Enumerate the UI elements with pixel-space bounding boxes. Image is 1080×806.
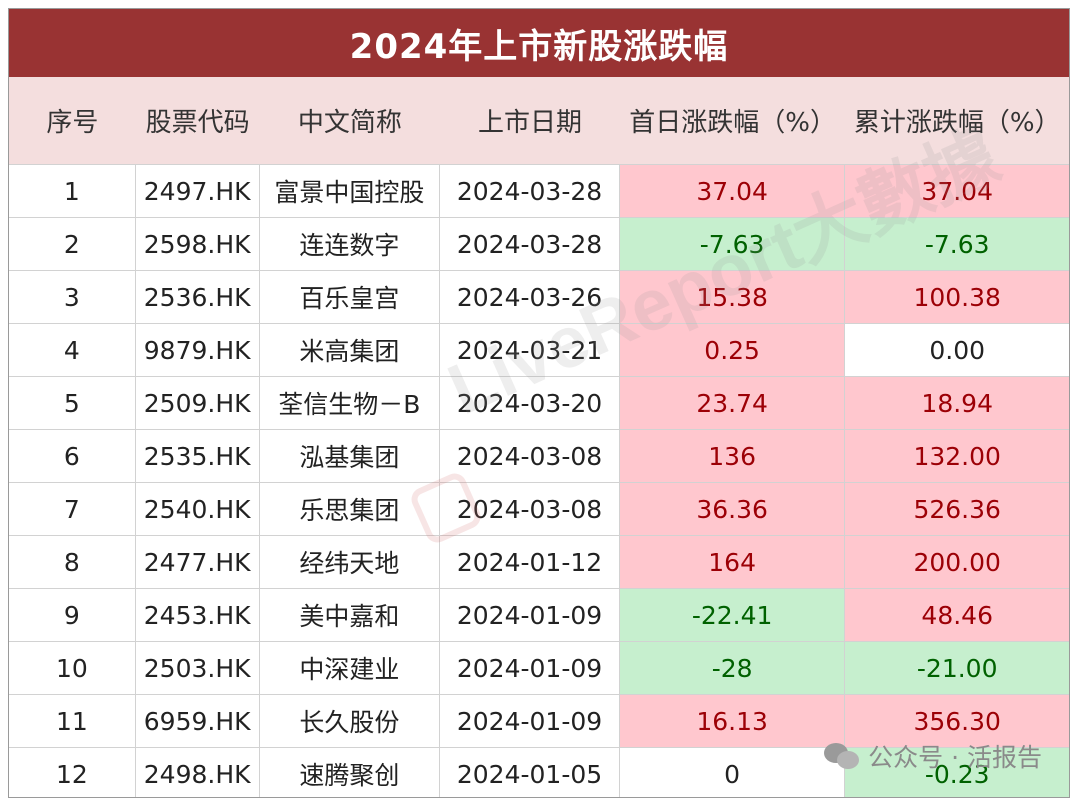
cell-listing-date: 2024-03-08	[440, 430, 620, 482]
cell-first-day-change: 36.36	[619, 483, 846, 535]
cell-cumulative-change: 356.30	[845, 695, 1069, 747]
cell-listing-date: 2024-01-09	[440, 589, 620, 641]
cell-cumulative-change: 18.94	[845, 377, 1069, 429]
cell-listing-date: 2024-03-21	[440, 324, 620, 376]
cell-chinese-name: 百乐皇宫	[260, 271, 441, 323]
cell-cumulative-change: 526.36	[845, 483, 1069, 535]
cell-index: 11	[9, 695, 136, 747]
cell-chinese-name: 美中嘉和	[260, 589, 441, 641]
cell-chinese-name: 经纬天地	[260, 536, 441, 588]
cell-index: 5	[9, 377, 136, 429]
cell-index: 2	[9, 218, 136, 270]
cell-first-day-change: -22.41	[619, 589, 846, 641]
cell-cumulative-change: 0.00	[845, 324, 1069, 376]
table-title: 2024年上市新股涨跌幅	[9, 9, 1069, 77]
cell-chinese-name: 连连数字	[260, 218, 441, 270]
cell-index: 12	[9, 748, 136, 797]
cell-chinese-name: 米高集团	[260, 324, 441, 376]
header-index: 序号	[46, 108, 99, 138]
cell-first-day-change: 37.04	[619, 165, 846, 217]
header-stock-code: 股票代码	[145, 108, 250, 138]
table-row: 1 2497.HK 富景中国控股 2024-03-28 37.04 37.04	[9, 164, 1069, 217]
cell-listing-date: 2024-03-08	[440, 483, 620, 535]
table-body: 1 2497.HK 富景中国控股 2024-03-28 37.04 37.04 2 2598.…	[9, 164, 1069, 797]
cell-stock-code: 2498.HK	[136, 748, 260, 797]
cell-first-day-change: 23.74	[619, 377, 846, 429]
cell-chinese-name: 泓基集团	[260, 430, 441, 482]
cell-stock-code: 2509.HK	[136, 377, 260, 429]
cell-chinese-name: 长久股份	[260, 695, 441, 747]
cell-stock-code: 9879.HK	[136, 324, 260, 376]
cell-listing-date: 2024-01-05	[440, 748, 620, 797]
cell-index: 9	[9, 589, 136, 641]
header-cumulative-change: 累计涨跌幅（%）	[853, 108, 1061, 138]
cell-stock-code: 2598.HK	[136, 218, 260, 270]
table-row: 10 2503.HK 中深建业 2024-01-09 -28 -21.00	[9, 641, 1069, 694]
cell-chinese-name: 中深建业	[260, 642, 441, 694]
cell-stock-code: 2477.HK	[136, 536, 260, 588]
cell-stock-code: 2535.HK	[136, 430, 260, 482]
cell-stock-code: 2453.HK	[136, 589, 260, 641]
cell-listing-date: 2024-01-09	[440, 695, 620, 747]
cell-index: 8	[9, 536, 136, 588]
table-row: 6 2535.HK 泓基集团 2024-03-08 136 132.00	[9, 429, 1069, 482]
cell-first-day-change: 136	[619, 430, 846, 482]
cell-first-day-change: 15.38	[619, 271, 846, 323]
cell-first-day-change: 16.13	[619, 695, 846, 747]
cell-stock-code: 6959.HK	[136, 695, 260, 747]
cell-listing-date: 2024-03-28	[440, 218, 620, 270]
cell-chinese-name: 速腾聚创	[260, 748, 441, 797]
cell-first-day-change: 0.25	[619, 324, 846, 376]
table-row: 9 2453.HK 美中嘉和 2024-01-09 -22.41 48.46	[9, 588, 1069, 641]
cell-cumulative-change: 48.46	[845, 589, 1069, 641]
cell-index: 3	[9, 271, 136, 323]
ipo-table: 2024年上市新股涨跌幅 序号 股票代码 中文简称 上市日期 首日涨跌幅（%） …	[8, 8, 1070, 798]
cell-cumulative-change: 37.04	[845, 165, 1069, 217]
cell-first-day-change: 164	[619, 536, 846, 588]
cell-chinese-name: 富景中国控股	[260, 165, 441, 217]
cell-index: 4	[9, 324, 136, 376]
table-row: 8 2477.HK 经纬天地 2024-01-12 164 200.00	[9, 535, 1069, 588]
cell-stock-code: 2536.HK	[136, 271, 260, 323]
cell-first-day-change: -7.63	[619, 218, 846, 270]
header-listing-date: 上市日期	[478, 108, 583, 138]
cell-chinese-name: 荃信生物－B	[260, 377, 441, 429]
cell-cumulative-change: 100.38	[845, 271, 1069, 323]
cell-stock-code: 2540.HK	[136, 483, 260, 535]
table-row: 7 2540.HK 乐思集团 2024-03-08 36.36 526.36	[9, 482, 1069, 535]
cell-stock-code: 2503.HK	[136, 642, 260, 694]
cell-first-day-change: -28	[619, 642, 846, 694]
cell-cumulative-change: -7.63	[845, 218, 1069, 270]
table-row: 4 9879.HK 米高集团 2024-03-21 0.25 0.00	[9, 323, 1069, 376]
cell-cumulative-change: -0.23	[845, 748, 1069, 797]
cell-index: 1	[9, 165, 136, 217]
cell-index: 10	[9, 642, 136, 694]
table-row: 3 2536.HK 百乐皇宫 2024-03-26 15.38 100.38	[9, 270, 1069, 323]
cell-index: 6	[9, 430, 136, 482]
table-header-row: 序号 股票代码 中文简称 上市日期 首日涨跌幅（%） 累计涨跌幅（%）	[9, 77, 1069, 164]
cell-stock-code: 2497.HK	[136, 165, 260, 217]
cell-listing-date: 2024-03-26	[440, 271, 620, 323]
table-row: 5 2509.HK 荃信生物－B 2024-03-20 23.74 18.94	[9, 376, 1069, 429]
cell-listing-date: 2024-03-28	[440, 165, 620, 217]
table-row: 12 2498.HK 速腾聚创 2024-01-05 0 -0.23	[9, 747, 1069, 797]
cell-cumulative-change: 200.00	[845, 536, 1069, 588]
cell-listing-date: 2024-03-20	[440, 377, 620, 429]
table-row: 2 2598.HK 连连数字 2024-03-28 -7.63 -7.63	[9, 217, 1069, 270]
header-first-day-change: 首日涨跌幅（%）	[629, 108, 836, 138]
cell-first-day-change: 0	[619, 748, 846, 797]
cell-chinese-name: 乐思集团	[260, 483, 441, 535]
cell-listing-date: 2024-01-12	[440, 536, 620, 588]
table-row: 11 6959.HK 长久股份 2024-01-09 16.13 356.30	[9, 694, 1069, 747]
cell-listing-date: 2024-01-09	[440, 642, 620, 694]
header-chinese-name: 中文简称	[297, 108, 402, 138]
cell-index: 7	[9, 483, 136, 535]
cell-cumulative-change: 132.00	[845, 430, 1069, 482]
cell-cumulative-change: -21.00	[845, 642, 1069, 694]
